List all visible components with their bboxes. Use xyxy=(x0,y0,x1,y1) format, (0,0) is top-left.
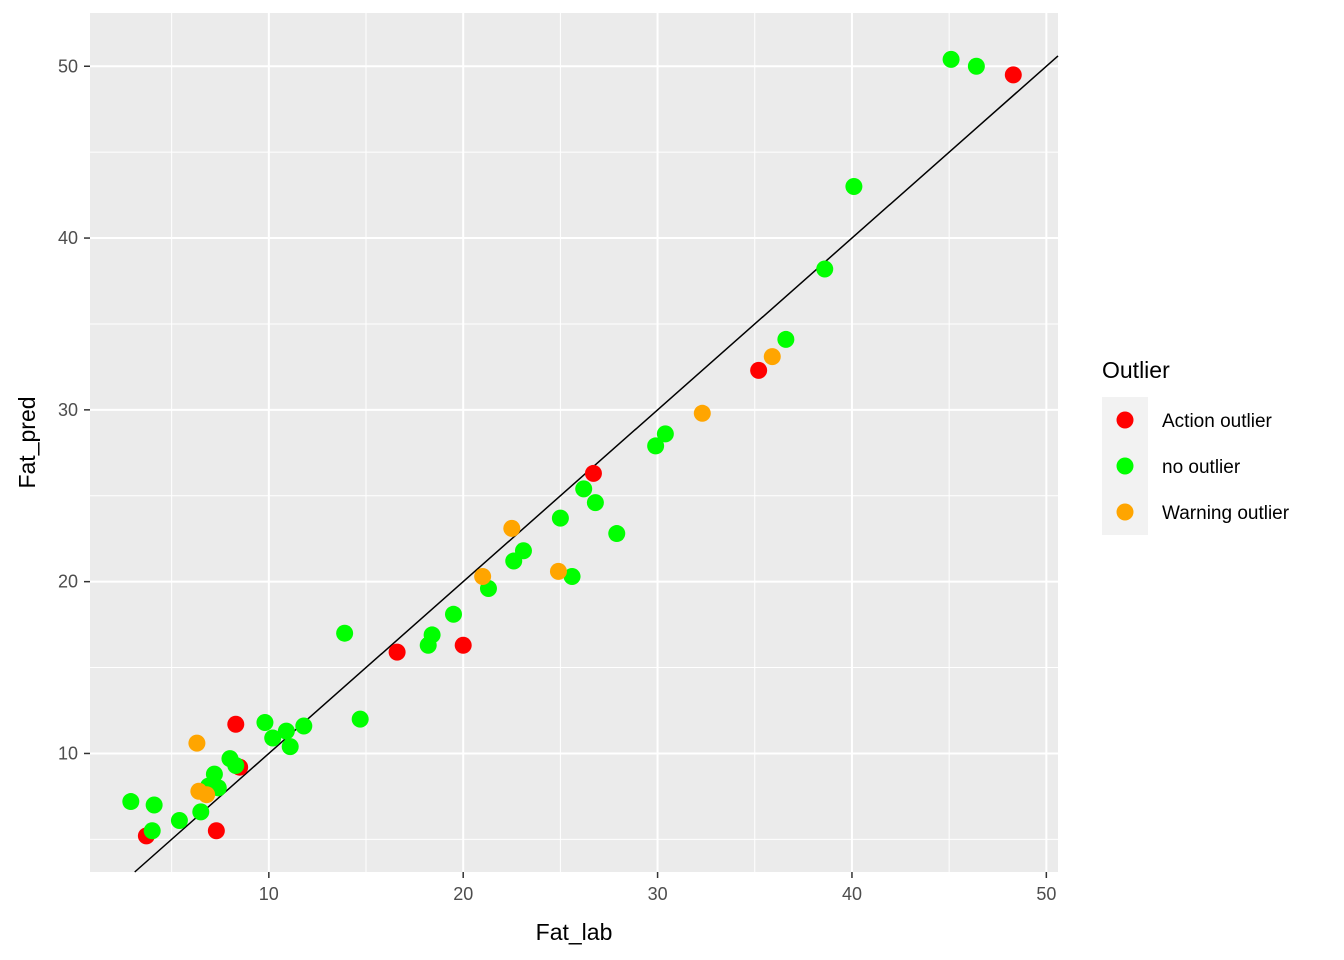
point-no-outlier xyxy=(942,50,960,68)
x-axis-title: Fat_lab xyxy=(536,919,613,945)
legend-entries: Action outlier no outlier Warning outlier xyxy=(1116,411,1290,524)
y-axis-title: Fat_pred xyxy=(14,396,40,488)
point-no-outlier xyxy=(845,178,863,196)
y-axis-ticks: 10 20 30 40 50 xyxy=(58,56,90,763)
point-no-outlier xyxy=(122,793,140,811)
point-no-outlier xyxy=(647,437,665,455)
point-no-outlier xyxy=(145,796,163,814)
y-tick-label: 20 xyxy=(58,572,78,592)
y-tick-label: 30 xyxy=(58,400,78,420)
point-no-outlier xyxy=(656,425,674,443)
y-tick-label: 40 xyxy=(58,228,78,248)
x-tick-label: 50 xyxy=(1036,884,1056,904)
data-points xyxy=(122,50,1022,845)
point-no-outlier xyxy=(967,57,985,75)
point-warning-outlier xyxy=(474,568,492,586)
point-action-outlier xyxy=(388,643,406,661)
point-action-outlier xyxy=(454,636,472,654)
legend-label-warning-outlier: Warning outlier xyxy=(1162,503,1290,524)
y-tick-label: 50 xyxy=(58,56,78,76)
point-no-outlier xyxy=(277,722,295,740)
point-warning-outlier xyxy=(198,786,216,804)
grid-minor-lines xyxy=(90,13,1058,872)
x-tick-label: 30 xyxy=(648,884,668,904)
legend-label-no-outlier: no outlier xyxy=(1162,457,1241,478)
point-no-outlier xyxy=(143,822,161,840)
point-no-outlier xyxy=(256,714,274,732)
legend-label-action-outlier: Action outlier xyxy=(1162,411,1273,432)
point-warning-outlier xyxy=(188,734,206,752)
point-no-outlier xyxy=(444,605,462,623)
point-no-outlier xyxy=(264,729,282,747)
x-tick-label: 40 xyxy=(842,884,862,904)
point-no-outlier xyxy=(205,765,223,783)
point-action-outlier xyxy=(227,715,245,733)
point-no-outlier xyxy=(551,509,569,527)
point-no-outlier xyxy=(351,710,369,728)
point-no-outlier xyxy=(608,525,626,543)
plot-panel xyxy=(90,13,1058,872)
point-action-outlier xyxy=(207,822,225,840)
legend: Outlier Action outlier no outlier Warning … xyxy=(1102,357,1290,535)
point-action-outlier xyxy=(584,464,602,482)
point-warning-outlier xyxy=(763,348,781,366)
point-no-outlier xyxy=(816,260,834,278)
legend-key-warning-outlier xyxy=(1116,503,1134,521)
point-no-outlier xyxy=(777,330,795,348)
legend-key-action-outlier xyxy=(1116,411,1134,429)
point-action-outlier xyxy=(750,361,768,379)
x-axis-ticks: 10 20 30 40 50 xyxy=(259,872,1056,904)
point-no-outlier xyxy=(295,717,313,735)
point-no-outlier xyxy=(586,494,604,512)
point-no-outlier xyxy=(227,756,245,774)
point-action-outlier xyxy=(1004,66,1022,84)
point-no-outlier xyxy=(170,811,188,829)
point-no-outlier xyxy=(514,542,532,560)
point-no-outlier xyxy=(575,480,593,498)
y-tick-label: 10 xyxy=(58,743,78,763)
legend-title: Outlier xyxy=(1102,357,1170,383)
x-tick-label: 10 xyxy=(259,884,279,904)
legend-key-no-outlier xyxy=(1116,457,1134,475)
x-tick-label: 20 xyxy=(453,884,473,904)
point-no-outlier xyxy=(192,803,210,821)
point-warning-outlier xyxy=(693,404,711,422)
point-no-outlier xyxy=(281,738,299,756)
point-warning-outlier xyxy=(503,519,521,537)
point-warning-outlier xyxy=(549,562,567,580)
point-no-outlier xyxy=(336,624,354,642)
point-no-outlier xyxy=(563,568,581,586)
point-no-outlier xyxy=(423,626,441,644)
